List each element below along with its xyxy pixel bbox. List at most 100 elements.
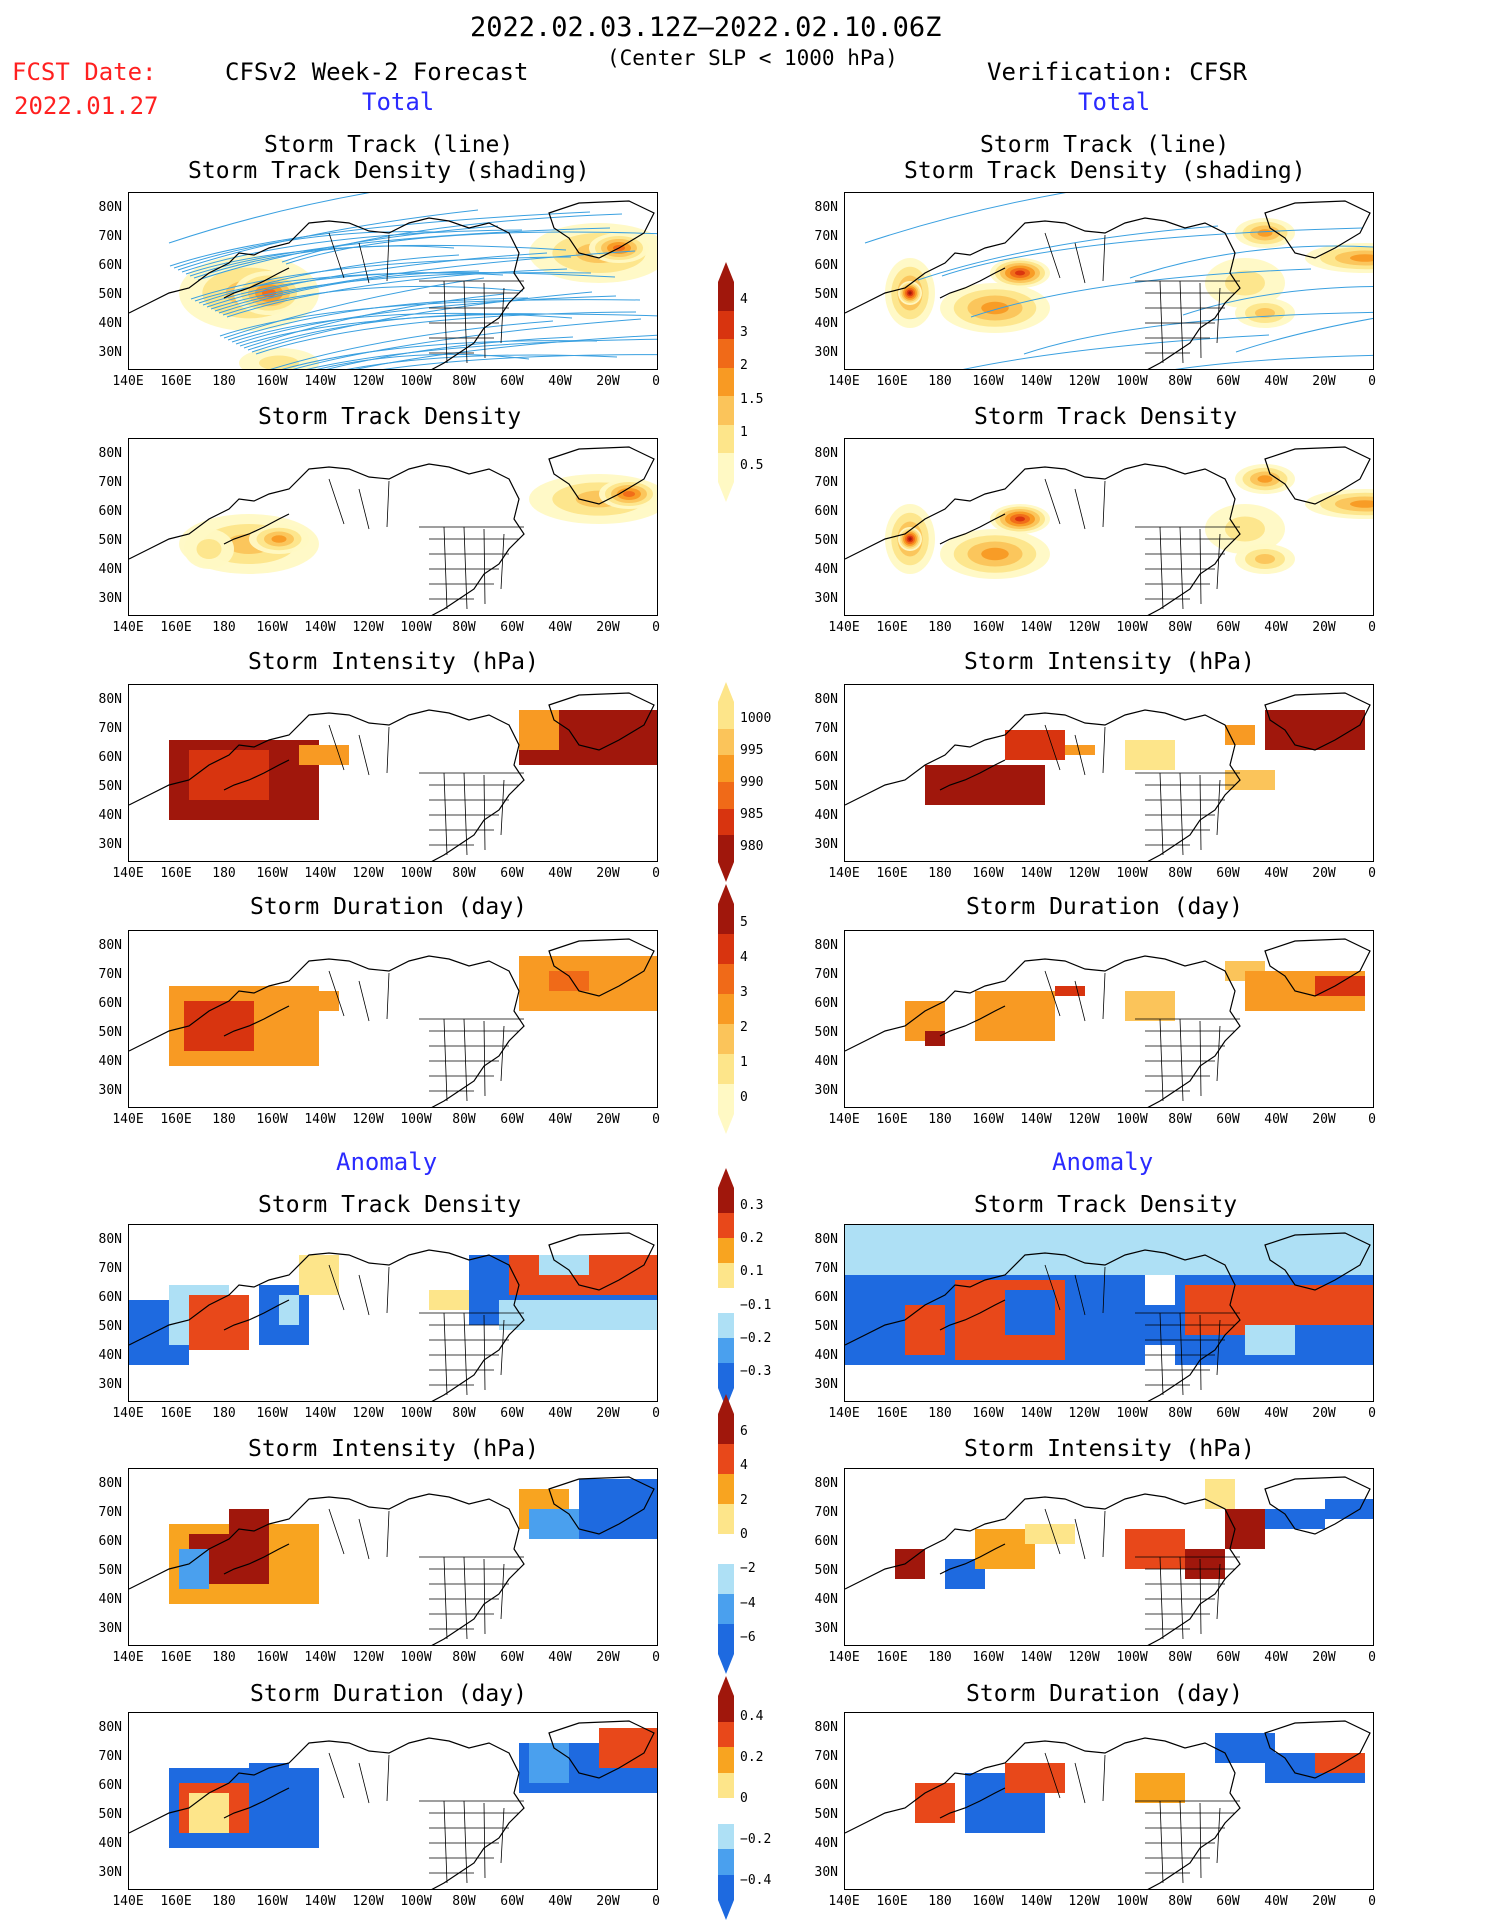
storm-track-line xyxy=(168,193,371,244)
lon-tick-label: 120W xyxy=(1068,1406,1100,1421)
colorbar-segment xyxy=(718,835,734,862)
colorbar-segment xyxy=(718,1594,734,1624)
map-panel-track-left xyxy=(128,192,658,370)
colorbar-tick-label: −2 xyxy=(740,1561,756,1577)
lat-tick-label: 40N xyxy=(814,1592,838,1607)
anomaly-cell-block xyxy=(229,1509,269,1539)
lon-tick-label: 180 xyxy=(212,620,236,635)
lat-tick-label: 30N xyxy=(814,1377,838,1392)
colorbar-tick-label: 0.5 xyxy=(740,458,764,474)
anomaly-cell-block xyxy=(499,1300,657,1330)
anomaly-cell-block xyxy=(599,1728,657,1768)
density-blob xyxy=(1257,475,1273,483)
lat-tick-label: 40N xyxy=(814,562,838,577)
lon-tick-label: 140W xyxy=(1020,1112,1052,1127)
us-state-borders xyxy=(1135,1556,1240,1640)
coastline xyxy=(223,759,290,791)
anomaly-cell-block xyxy=(905,1305,945,1355)
map-svg-duration-left xyxy=(129,938,657,1107)
colorbar-top-arrow xyxy=(718,1168,734,1188)
colorbar-segment xyxy=(718,728,734,756)
us-state-borders xyxy=(1135,1800,1240,1884)
threshold-label: (Center SLP < 1000 hPa) xyxy=(607,46,898,70)
colorbar-segment xyxy=(718,1534,734,1564)
lon-tick-label: 20W xyxy=(596,620,620,635)
coastline xyxy=(1264,1476,1371,1535)
lat-tick-label: 50N xyxy=(814,533,838,548)
lon-tick-label: 140W xyxy=(304,1112,336,1127)
value-cell-block xyxy=(975,991,1055,1041)
colorbar-segment xyxy=(718,934,734,964)
colorbar-segment xyxy=(718,1338,734,1363)
map-panel-anom-duration-left xyxy=(128,1712,658,1890)
storm-track-line xyxy=(189,227,611,277)
anomaly-cell-block xyxy=(1025,1524,1075,1544)
coastline xyxy=(129,463,525,615)
lat-tick-label: 80N xyxy=(814,1720,838,1735)
colorbar-segment xyxy=(718,755,734,782)
lon-tick-label: 20W xyxy=(596,1894,620,1909)
panel-title-track-right-2: Storm Track Density (shading) xyxy=(904,158,1306,184)
lon-tick-label: 120W xyxy=(352,866,384,881)
lat-tick-label: 80N xyxy=(98,200,122,215)
coastline xyxy=(845,217,1241,369)
storm-track-line xyxy=(292,318,642,369)
lon-tick-label: 180 xyxy=(928,1112,952,1127)
colorbar-segment xyxy=(718,339,734,368)
lon-tick-label: 40W xyxy=(1264,866,1288,881)
anomaly-cell-block xyxy=(1125,1529,1185,1569)
lon-tick-label: 0 xyxy=(1368,866,1376,881)
lon-tick-label: 40W xyxy=(548,1650,572,1665)
storm-track-line xyxy=(864,193,1067,244)
anomaly-cell-block xyxy=(1325,1499,1373,1519)
lon-tick-label: 80W xyxy=(1168,1894,1192,1909)
coastline xyxy=(939,267,1006,299)
storm-track-line xyxy=(231,312,573,343)
lon-tick-label: 180 xyxy=(212,1112,236,1127)
coastline xyxy=(548,1720,655,1779)
lon-tick-label: 100W xyxy=(1116,1650,1148,1665)
storm-track-line xyxy=(355,334,657,369)
coastline xyxy=(845,463,1241,615)
coastline xyxy=(939,1543,1006,1575)
colorbar-bottom-arrow xyxy=(718,1114,734,1134)
density-blob xyxy=(1015,516,1025,522)
lon-tick-label: 120W xyxy=(352,1406,384,1421)
value-cell-block xyxy=(1005,730,1065,760)
lon-tick-label: 140E xyxy=(112,866,144,881)
colorbar-tick-label: 4 xyxy=(740,1458,748,1474)
colorbar-intensity-total xyxy=(718,682,734,882)
lat-tick-label: 30N xyxy=(98,1865,122,1880)
colorbar-tick-label: 0.2 xyxy=(740,1231,764,1246)
density-blob xyxy=(1350,500,1373,508)
canada-province-borders xyxy=(1044,1264,1106,1316)
lat-tick-label: 30N xyxy=(98,591,122,606)
lon-tick-label: 40W xyxy=(548,1112,572,1127)
lon-tick-label: 160W xyxy=(972,1112,1004,1127)
lat-tick-label: 30N xyxy=(98,345,122,360)
lon-tick-label: 180 xyxy=(928,374,952,389)
lon-tick-label: 20W xyxy=(596,1112,620,1127)
lon-tick-label: 20W xyxy=(1312,1406,1336,1421)
us-state-borders xyxy=(419,1312,524,1396)
coastline xyxy=(845,1493,1241,1645)
panel-title-anom-duration-right: Storm Duration (day) xyxy=(966,1681,1243,1707)
lon-tick-label: 180 xyxy=(212,1650,236,1665)
lat-tick-label: 30N xyxy=(98,1621,122,1636)
lat-tick-label: 50N xyxy=(98,533,122,548)
colorbar-tick-label: 2 xyxy=(740,358,748,374)
colorbar-segment xyxy=(718,1313,734,1338)
lon-tick-label: 80W xyxy=(452,1894,476,1909)
colorbar-segment xyxy=(718,310,734,340)
map-svg-anom-intensity-left xyxy=(129,1476,657,1645)
density-blob xyxy=(1350,254,1373,262)
colorbar-tick-label: 995 xyxy=(740,743,764,758)
colorbar-segment xyxy=(718,1823,734,1849)
lon-tick-label: 160W xyxy=(256,374,288,389)
map-panel-duration-right xyxy=(844,930,1374,1108)
lon-tick-label: 160E xyxy=(876,1112,908,1127)
lon-tick-label: 160E xyxy=(160,1650,192,1665)
lon-tick-label: 140E xyxy=(112,374,144,389)
map-panel-intensity-left xyxy=(128,684,658,862)
lon-tick-label: 120W xyxy=(1068,1894,1100,1909)
